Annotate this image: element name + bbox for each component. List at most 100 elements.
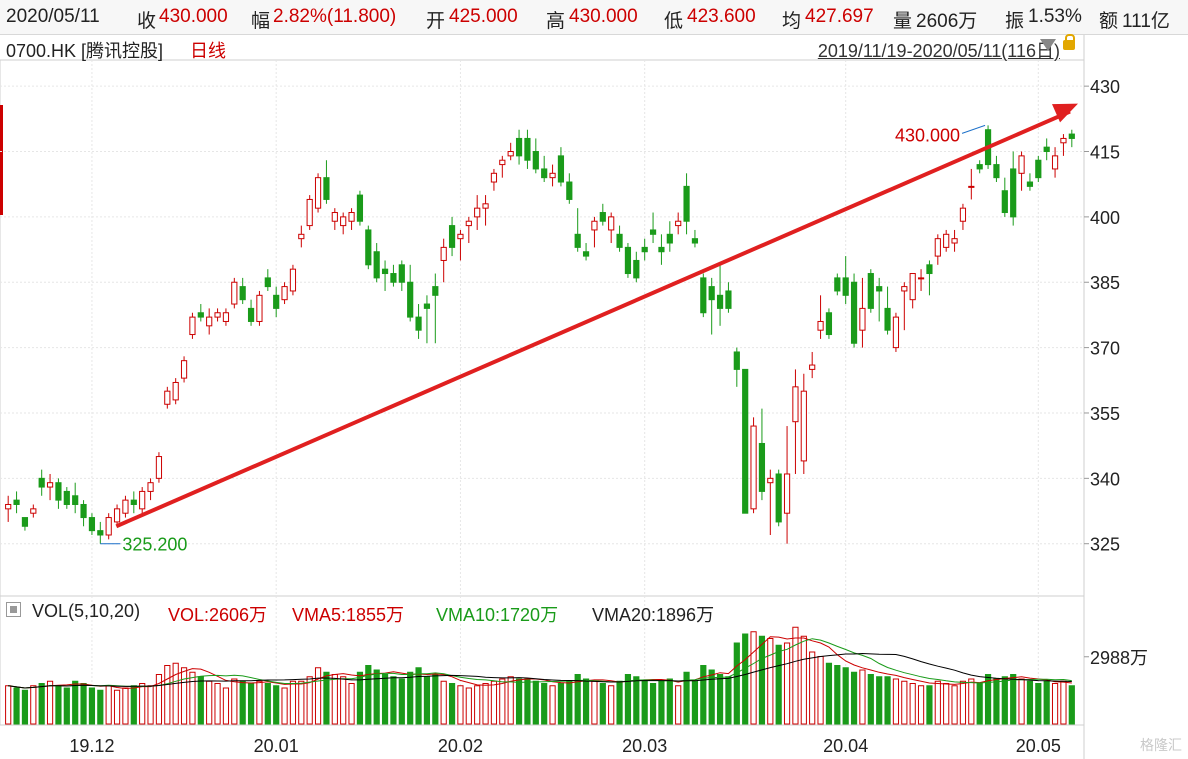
trend-arrow-head [1052,103,1078,123]
volume-bar [1051,683,1059,725]
candle-body [800,390,807,462]
volume-bar [876,676,883,725]
volume-bar [273,685,280,725]
lock-icon[interactable] [1063,34,1075,50]
volume-bar [30,685,37,725]
volume-bar [348,683,355,725]
candle-body [189,316,196,336]
candle-body [599,212,606,222]
volume-bar [917,685,925,725]
high-label: 高 [546,11,566,32]
volume-bar [155,674,163,725]
volume-bar [507,676,514,725]
candle-body [97,530,104,536]
chevron-down-icon[interactable] [1040,39,1056,51]
candle-body [867,273,874,309]
volume-bar [490,680,498,725]
candle-body [323,177,330,200]
y-tick-label: 355 [1090,404,1120,424]
volume-bar [641,680,648,725]
candle-body [834,277,841,292]
volume-bar [566,680,573,725]
vol-value: VOL:2606万 [168,605,268,625]
volume-bar [432,674,439,725]
open-label: 开 [426,11,446,32]
volume-bar [683,671,690,725]
volume-bar [984,674,992,725]
volume-value: 2606万 [916,11,978,32]
x-tick-label: 19.12 [69,736,114,756]
volume-bar [532,680,539,725]
volume-bar [934,680,941,725]
volume-bar [13,687,20,725]
volume-bar [901,680,908,725]
volume-bar [80,683,87,725]
volume-bar [164,665,171,725]
candle-body [147,482,154,492]
candle-body [13,499,20,505]
candle-body [407,281,414,318]
candle-body [1001,190,1008,214]
candle-body [624,246,632,275]
candle-body [691,238,699,244]
volume-bar [298,680,305,725]
volume-bar [582,678,590,725]
volume-bar [247,683,255,725]
volume-label: 量 [893,11,913,32]
candle-body [356,194,364,222]
candle-body [348,212,355,222]
candle-body [490,172,498,183]
candle-body [633,259,640,279]
candle-body [901,286,908,292]
candle-body [298,233,305,240]
candle-body [448,225,456,248]
date-range[interactable]: 2019/11/19-2020/05/11(116日) [817,41,1060,61]
volume-bar [557,683,565,725]
volume-bar [306,676,313,725]
close-value: 430.000 [159,6,228,27]
volume-bar [825,662,833,725]
volume-bar [750,631,757,725]
candle-body [373,251,380,279]
quote-header: 2020/05/11 收 430.000 幅 2.82%(11.800) 开 4… [0,0,1188,35]
candle-body [72,495,79,505]
volume-bar [448,683,456,725]
low-value: 423.600 [687,6,756,27]
volume-bar [675,685,682,725]
candle-body [666,233,673,244]
volume-bar [239,680,246,725]
volume-bar [390,676,397,725]
candle-body [566,181,573,200]
candle-body [1051,155,1059,170]
candle-body [381,268,389,275]
volume-bar [951,685,958,725]
collapse-icon[interactable] [6,602,21,617]
volume-bar [842,667,849,725]
volume-bar [725,676,732,725]
volume-bar [591,680,598,725]
volume-bar [1026,680,1034,725]
candle-body [105,517,112,536]
volume-bar [113,689,121,725]
high-annotation: 430.000 [895,125,960,145]
candle-body [415,316,422,331]
candle-body [943,233,950,248]
volume-bar [800,635,807,725]
volume-bar [264,683,271,725]
period-label[interactable]: 日线 [190,41,226,61]
candle-body [708,286,715,301]
candle-body [1060,137,1067,144]
candle-body [976,164,983,170]
volume-bar [38,683,45,725]
candle-body [482,203,489,209]
low-annotation: 325.200 [122,535,187,555]
volume-bar [457,685,464,725]
candle-body [38,477,45,488]
candle-body [164,390,171,405]
candle-body [130,499,137,505]
candle-body [474,207,481,218]
candle-body [649,229,657,235]
volume-bar [758,635,766,725]
volume-bar [373,669,380,725]
